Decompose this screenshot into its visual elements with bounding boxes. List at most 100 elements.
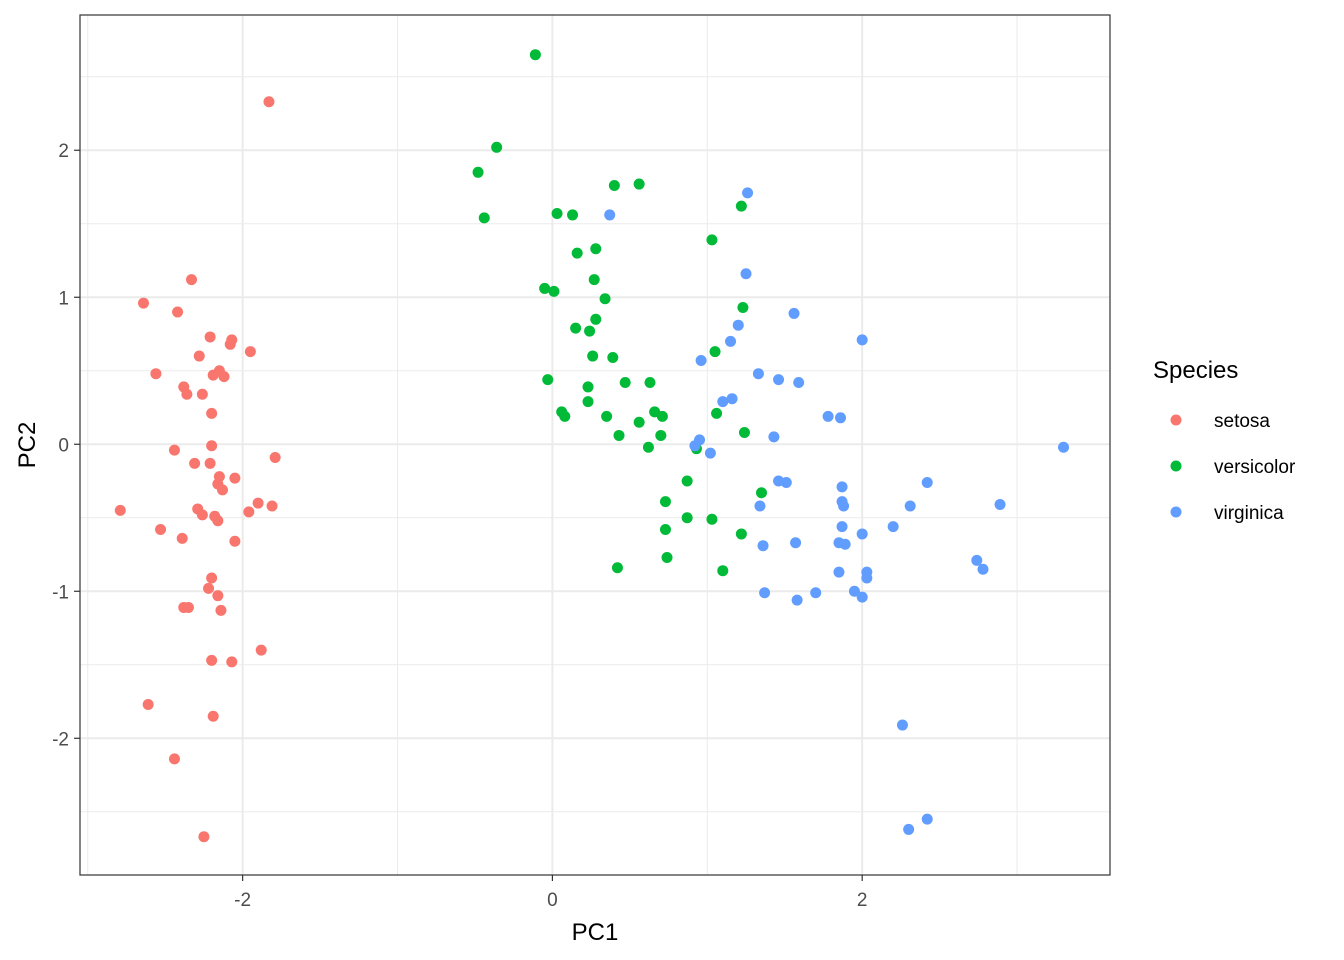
point-virginica <box>780 476 792 488</box>
point-versicolor <box>613 429 625 441</box>
point-virginica <box>754 500 766 512</box>
legend-title: Species <box>1153 357 1238 384</box>
y-axis-ticks: -2 -1 0 1 2 <box>52 141 80 750</box>
point-virginica <box>887 521 899 533</box>
point-virginica <box>742 187 754 199</box>
point-setosa <box>182 601 194 613</box>
point-versicolor <box>756 487 768 499</box>
y-tick-label: -1 <box>52 582 69 603</box>
point-virginica <box>903 823 915 835</box>
point-setosa <box>181 388 193 400</box>
point-virginica <box>836 481 848 493</box>
point-versicolor <box>706 234 718 246</box>
point-versicolor <box>655 429 667 441</box>
point-setosa <box>155 524 167 536</box>
minor-gridlines <box>80 15 1110 875</box>
point-virginica <box>810 587 822 599</box>
point-versicolor <box>551 207 563 219</box>
point-versicolor <box>608 180 620 192</box>
point-setosa <box>218 371 230 383</box>
point-setosa <box>203 582 215 594</box>
point-versicolor <box>611 562 623 574</box>
point-versicolor <box>681 475 693 487</box>
x-tick-label: 0 <box>547 890 558 911</box>
point-setosa <box>172 306 184 318</box>
point-setosa <box>212 515 224 527</box>
legend-key-virginica <box>1170 506 1182 518</box>
point-virginica <box>759 587 771 599</box>
y-tick-label: 2 <box>58 141 69 162</box>
point-virginica <box>791 594 803 606</box>
point-virginica <box>725 335 737 347</box>
point-versicolor <box>644 377 656 389</box>
point-virginica <box>834 412 846 424</box>
point-setosa <box>266 500 278 512</box>
point-virginica <box>604 209 616 221</box>
point-virginica <box>994 499 1006 511</box>
point-virginica <box>921 813 933 825</box>
point-virginica <box>1058 441 1070 453</box>
point-versicolor <box>735 200 747 212</box>
point-setosa <box>206 572 218 584</box>
legend-label-setosa: setosa <box>1214 411 1270 432</box>
point-setosa <box>186 274 198 286</box>
point-setosa <box>204 457 216 469</box>
y-tick-label: 0 <box>58 435 69 456</box>
point-setosa <box>196 388 208 400</box>
point-versicolor <box>661 551 673 563</box>
point-virginica <box>773 374 785 386</box>
point-versicolor <box>548 285 560 297</box>
point-versicolor <box>659 524 671 536</box>
point-versicolor <box>717 565 729 577</box>
point-setosa <box>226 656 238 668</box>
x-tick-label: -2 <box>234 890 251 911</box>
point-versicolor <box>567 209 579 221</box>
legend-label-versicolor: versicolor <box>1214 457 1296 478</box>
legend: Species setosa versicolor virginica <box>1153 357 1296 524</box>
point-virginica <box>757 540 769 552</box>
point-setosa <box>206 407 218 419</box>
point-virginica <box>717 396 729 408</box>
point-versicolor <box>735 528 747 540</box>
point-virginica <box>752 368 764 380</box>
point-setosa <box>229 472 241 484</box>
point-versicolor <box>542 374 554 386</box>
point-versicolor <box>738 427 750 439</box>
point-virginica <box>726 393 738 405</box>
point-versicolor <box>570 322 582 334</box>
point-setosa <box>216 484 228 496</box>
point-virginica <box>689 440 701 452</box>
point-setosa <box>198 831 210 843</box>
point-setosa <box>138 297 150 309</box>
point-setosa <box>215 604 227 616</box>
x-axis-ticks: -2 0 2 <box>234 875 867 911</box>
point-versicolor <box>711 407 723 419</box>
major-gridlines <box>80 15 1110 875</box>
y-tick-label: 1 <box>58 288 69 309</box>
point-setosa <box>150 368 162 380</box>
point-versicolor <box>587 350 599 362</box>
point-virginica <box>788 307 800 319</box>
point-setosa <box>206 440 218 452</box>
point-versicolor <box>642 441 654 453</box>
point-versicolor <box>659 496 671 508</box>
point-setosa <box>269 451 281 463</box>
point-versicolor <box>582 396 594 408</box>
x-axis-title: PC1 <box>572 919 619 946</box>
point-setosa <box>168 444 180 456</box>
point-versicolor <box>601 410 613 422</box>
point-setosa <box>224 338 236 350</box>
point-versicolor <box>571 247 583 259</box>
point-versicolor <box>737 302 749 314</box>
point-setosa <box>176 532 188 544</box>
point-versicolor <box>709 346 721 358</box>
legend-key-versicolor <box>1170 460 1182 472</box>
point-virginica <box>896 719 908 731</box>
legend-label-virginica: virginica <box>1214 503 1284 524</box>
point-setosa <box>114 504 126 516</box>
point-setosa <box>243 506 255 518</box>
point-setosa <box>193 350 205 362</box>
point-versicolor <box>656 410 668 422</box>
point-virginica <box>856 591 868 603</box>
point-setosa <box>229 535 241 547</box>
